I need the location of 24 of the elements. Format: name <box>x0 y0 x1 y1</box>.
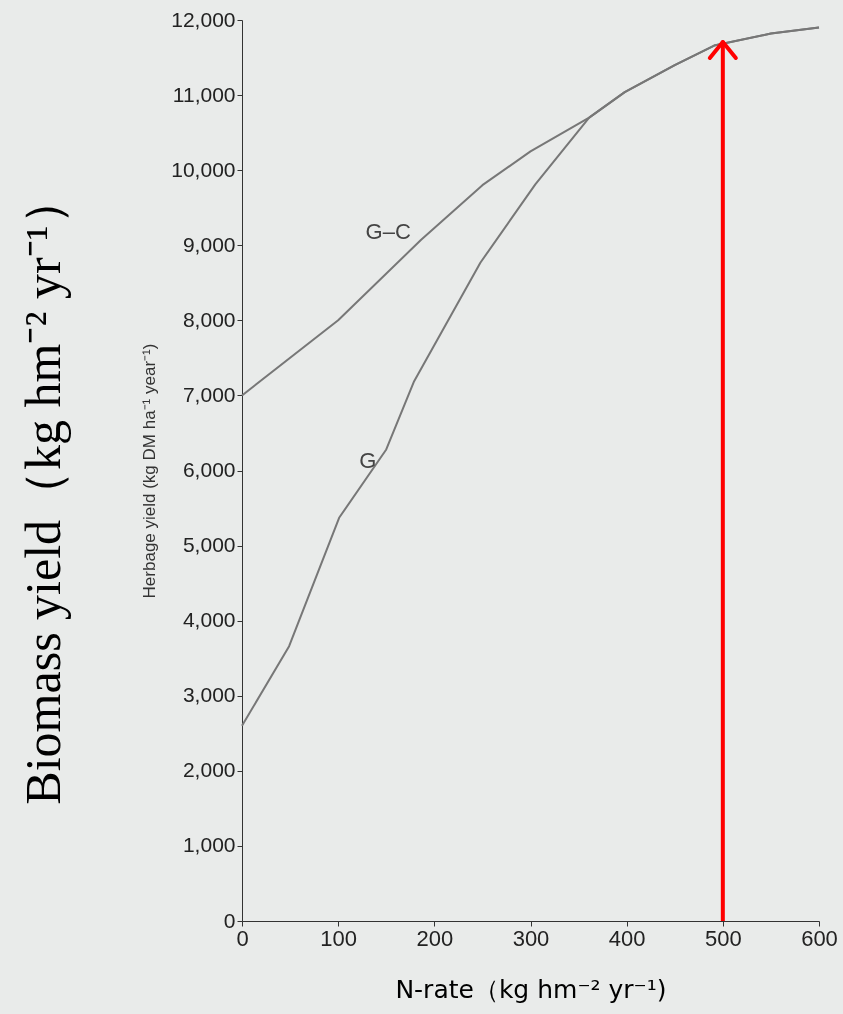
y-tick-label: 6,000 <box>182 458 236 481</box>
y-tick-label: 2,000 <box>182 758 236 782</box>
y-tick-label: 11,000 <box>172 82 236 106</box>
y-tick-label: 4,000 <box>182 608 236 632</box>
x-tick-label: 400 <box>608 925 646 951</box>
text: Biomass yield（kg hm⁻² yr⁻¹） <box>15 175 71 805</box>
series-label: G <box>359 448 377 474</box>
y-tick-label: 7,000 <box>182 382 236 406</box>
y-tick-label: 8,000 <box>182 307 236 331</box>
x-tick-label: 600 <box>801 925 838 951</box>
y-tick-label: 9,000 <box>182 232 236 256</box>
y-tick-label: 0 <box>223 908 236 932</box>
y-tick-label: 1,000 <box>182 833 236 857</box>
y-tick-label: 12,000 <box>171 7 236 31</box>
x-tick-label: 200 <box>416 925 454 951</box>
x-axis-title: N-rate（kg hm⁻² yr⁻¹) <box>395 974 667 1004</box>
x-tick-label: 500 <box>704 925 742 951</box>
x-tick-label: 300 <box>512 925 550 951</box>
series-label: G–C <box>365 218 411 244</box>
y-axis-title: Herbage yield (kg DM ha⁻¹ year⁻¹) <box>140 343 160 599</box>
x-tick-label: 100 <box>320 925 358 951</box>
y-tick-label: 10,000 <box>171 157 236 181</box>
y-tick-label: 3,000 <box>182 683 236 707</box>
y-tick-label: 5,000 <box>182 533 236 557</box>
